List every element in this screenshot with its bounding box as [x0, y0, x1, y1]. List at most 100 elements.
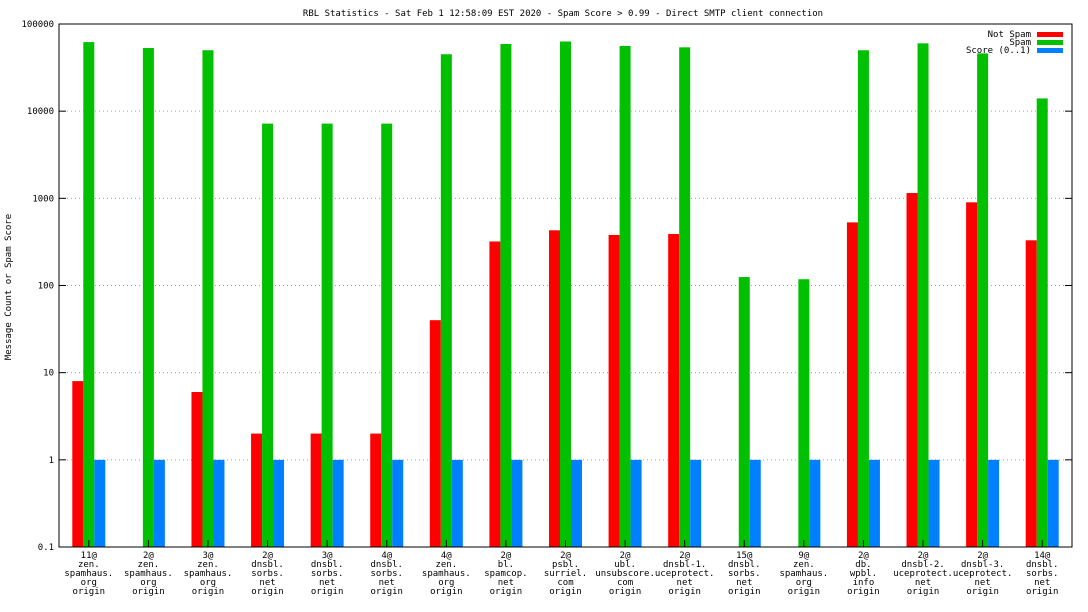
- y-axis-label: Message Count or Spam Score: [4, 214, 14, 360]
- x-tick-label-line: surriel.: [544, 569, 587, 579]
- x-tick-label-line: spamhaus.: [779, 569, 828, 579]
- x-tick-label-line: com: [617, 578, 633, 588]
- bar-spam: [1036, 98, 1048, 548]
- x-tick-label-line: dnsbl-2.: [901, 560, 944, 570]
- legend-swatch: [1037, 32, 1063, 37]
- legend-swatch: [1037, 48, 1063, 53]
- bar-score-0-1: [690, 459, 702, 547]
- x-tick-label-line: origin: [907, 587, 940, 597]
- x-tick-label-line: 11@: [81, 551, 98, 561]
- bar-spam: [679, 47, 691, 547]
- x-tick-label-line: sorbs.: [370, 569, 403, 579]
- bar-not-spam: [846, 222, 858, 547]
- x-tick-label: 2@ ubl. unsubscore. com origin: [595, 551, 655, 597]
- bar-spam: [321, 123, 333, 548]
- x-tick-label-line: dnsbl.: [1026, 560, 1059, 570]
- bar-score-0-1: [868, 459, 880, 547]
- x-tick-label-line: origin: [609, 587, 642, 597]
- x-tick-label-line: origin: [192, 587, 225, 597]
- x-tick-label-line: spamhaus.: [124, 569, 173, 579]
- bar-score-0-1: [273, 459, 285, 547]
- x-tick-label-line: zen.: [793, 560, 815, 570]
- bar-not-spam: [191, 392, 203, 547]
- x-tick-label-line: dnsbl-1.: [663, 560, 706, 570]
- bar-score-0-1: [749, 459, 761, 547]
- x-tick-label-line: 2@: [560, 551, 571, 561]
- x-tick-label-line: zen.: [78, 560, 100, 570]
- bar-spam: [202, 50, 214, 548]
- x-tick-label-line: zen.: [197, 560, 219, 570]
- legend-label: Not Spam: [988, 30, 1031, 40]
- x-tick-label-line: origin: [847, 587, 880, 597]
- x-tick-label: 14@ dnsbl. sorbs. net origin: [1026, 551, 1059, 597]
- x-tick-label-line: org: [796, 578, 812, 588]
- y-tick-label: 100: [38, 282, 54, 292]
- x-tick-label-line: sorbs.: [311, 569, 344, 579]
- x-tick-label-line: 3@: [203, 551, 214, 561]
- x-tick-label: 2@ db. wpbl. info origin: [847, 551, 880, 597]
- bars: [72, 41, 1059, 548]
- x-tick-label-line: com: [557, 578, 573, 588]
- bar-spam: [738, 277, 750, 547]
- grid: [59, 110, 1072, 461]
- bar-not-spam: [668, 233, 680, 547]
- x-tick-label-line: dnsbl.: [370, 560, 403, 570]
- chart-title: RBL Statistics - Sat Feb 1 12:58:09 EST …: [303, 9, 823, 19]
- x-tick-label-line: net: [259, 578, 275, 588]
- x-tick-label-line: 2@: [143, 551, 154, 561]
- y-tick-label: 1000: [32, 194, 54, 204]
- bar-not-spam: [1025, 240, 1037, 548]
- bar-not-spam: [370, 433, 382, 547]
- x-tick-label-line: sorbs.: [251, 569, 284, 579]
- x-tick-label-line: 2@: [918, 551, 929, 561]
- bar-spam: [262, 123, 274, 548]
- plot-frame: [58, 23, 1073, 548]
- bar-not-spam: [608, 234, 620, 547]
- x-tick-label-line: unsubscore.: [595, 569, 655, 579]
- x-tick-label-line: net: [974, 578, 990, 588]
- x-tick-label-line: net: [498, 578, 514, 588]
- x-tick-label-line: dnsbl.: [251, 560, 284, 570]
- y-tick-label: 10000: [27, 107, 54, 117]
- x-tick-label-line: net: [379, 578, 395, 588]
- x-tick-label-line: origin: [370, 587, 403, 597]
- x-tick-label-line: spamhaus.: [422, 569, 471, 579]
- x-tick-label-line: dnsbl.: [728, 560, 761, 570]
- x-tick-label-line: ubl.: [614, 560, 636, 570]
- x-tick-label: 2@ dnsbl-1. uceprotect. net origin: [655, 551, 715, 597]
- bar-score-0-1: [571, 459, 582, 547]
- legend-label: Spam: [1009, 38, 1031, 48]
- x-tick-label-line: dnsbl.: [311, 560, 344, 570]
- x-tick-label-line: sorbs.: [728, 569, 761, 579]
- x-tick-label-line: origin: [788, 587, 821, 597]
- x-tick-label-line: origin: [490, 587, 523, 597]
- bar-spam: [857, 50, 869, 548]
- x-tick-label: 4@ dnsbl. sorbs. net origin: [370, 551, 403, 597]
- bar-not-spam: [310, 433, 322, 547]
- bar-not-spam: [966, 202, 978, 548]
- x-tick-label-line: origin: [311, 587, 344, 597]
- x-tick-label-line: 3@: [322, 551, 333, 561]
- bar-not-spam: [251, 433, 263, 547]
- x-tick-label: 2@ dnsbl. sorbs. net origin: [251, 551, 284, 597]
- x-tick-label-line: origin: [430, 587, 463, 597]
- x-tick-label-line: 2@: [858, 551, 869, 561]
- x-tick-label-line: spamhaus.: [64, 569, 113, 579]
- x-tick-label-line: net: [319, 578, 335, 588]
- x-tick-label-line: origin: [728, 587, 761, 597]
- x-tick-label-line: origin: [966, 587, 999, 597]
- x-tick-label-line: origin: [1026, 587, 1059, 597]
- x-tick-label-line: origin: [668, 587, 701, 597]
- x-tick-label: 15@ dnsbl. sorbs. net origin: [728, 551, 761, 597]
- x-tick-label-line: zen.: [435, 560, 457, 570]
- x-tick-label-line: origin: [549, 587, 582, 597]
- x-tick-label-line: org: [438, 578, 454, 588]
- bar-score-0-1: [153, 459, 165, 547]
- bar-score-0-1: [928, 459, 940, 547]
- x-tick-label: 3@ dnsbl. sorbs. net origin: [311, 551, 344, 597]
- x-tick-label: 2@ dnsbl-2. uceprotect. net origin: [893, 551, 953, 597]
- bar-spam: [560, 41, 571, 547]
- bar-not-spam: [72, 381, 84, 547]
- x-tick-label-line: origin: [132, 587, 165, 597]
